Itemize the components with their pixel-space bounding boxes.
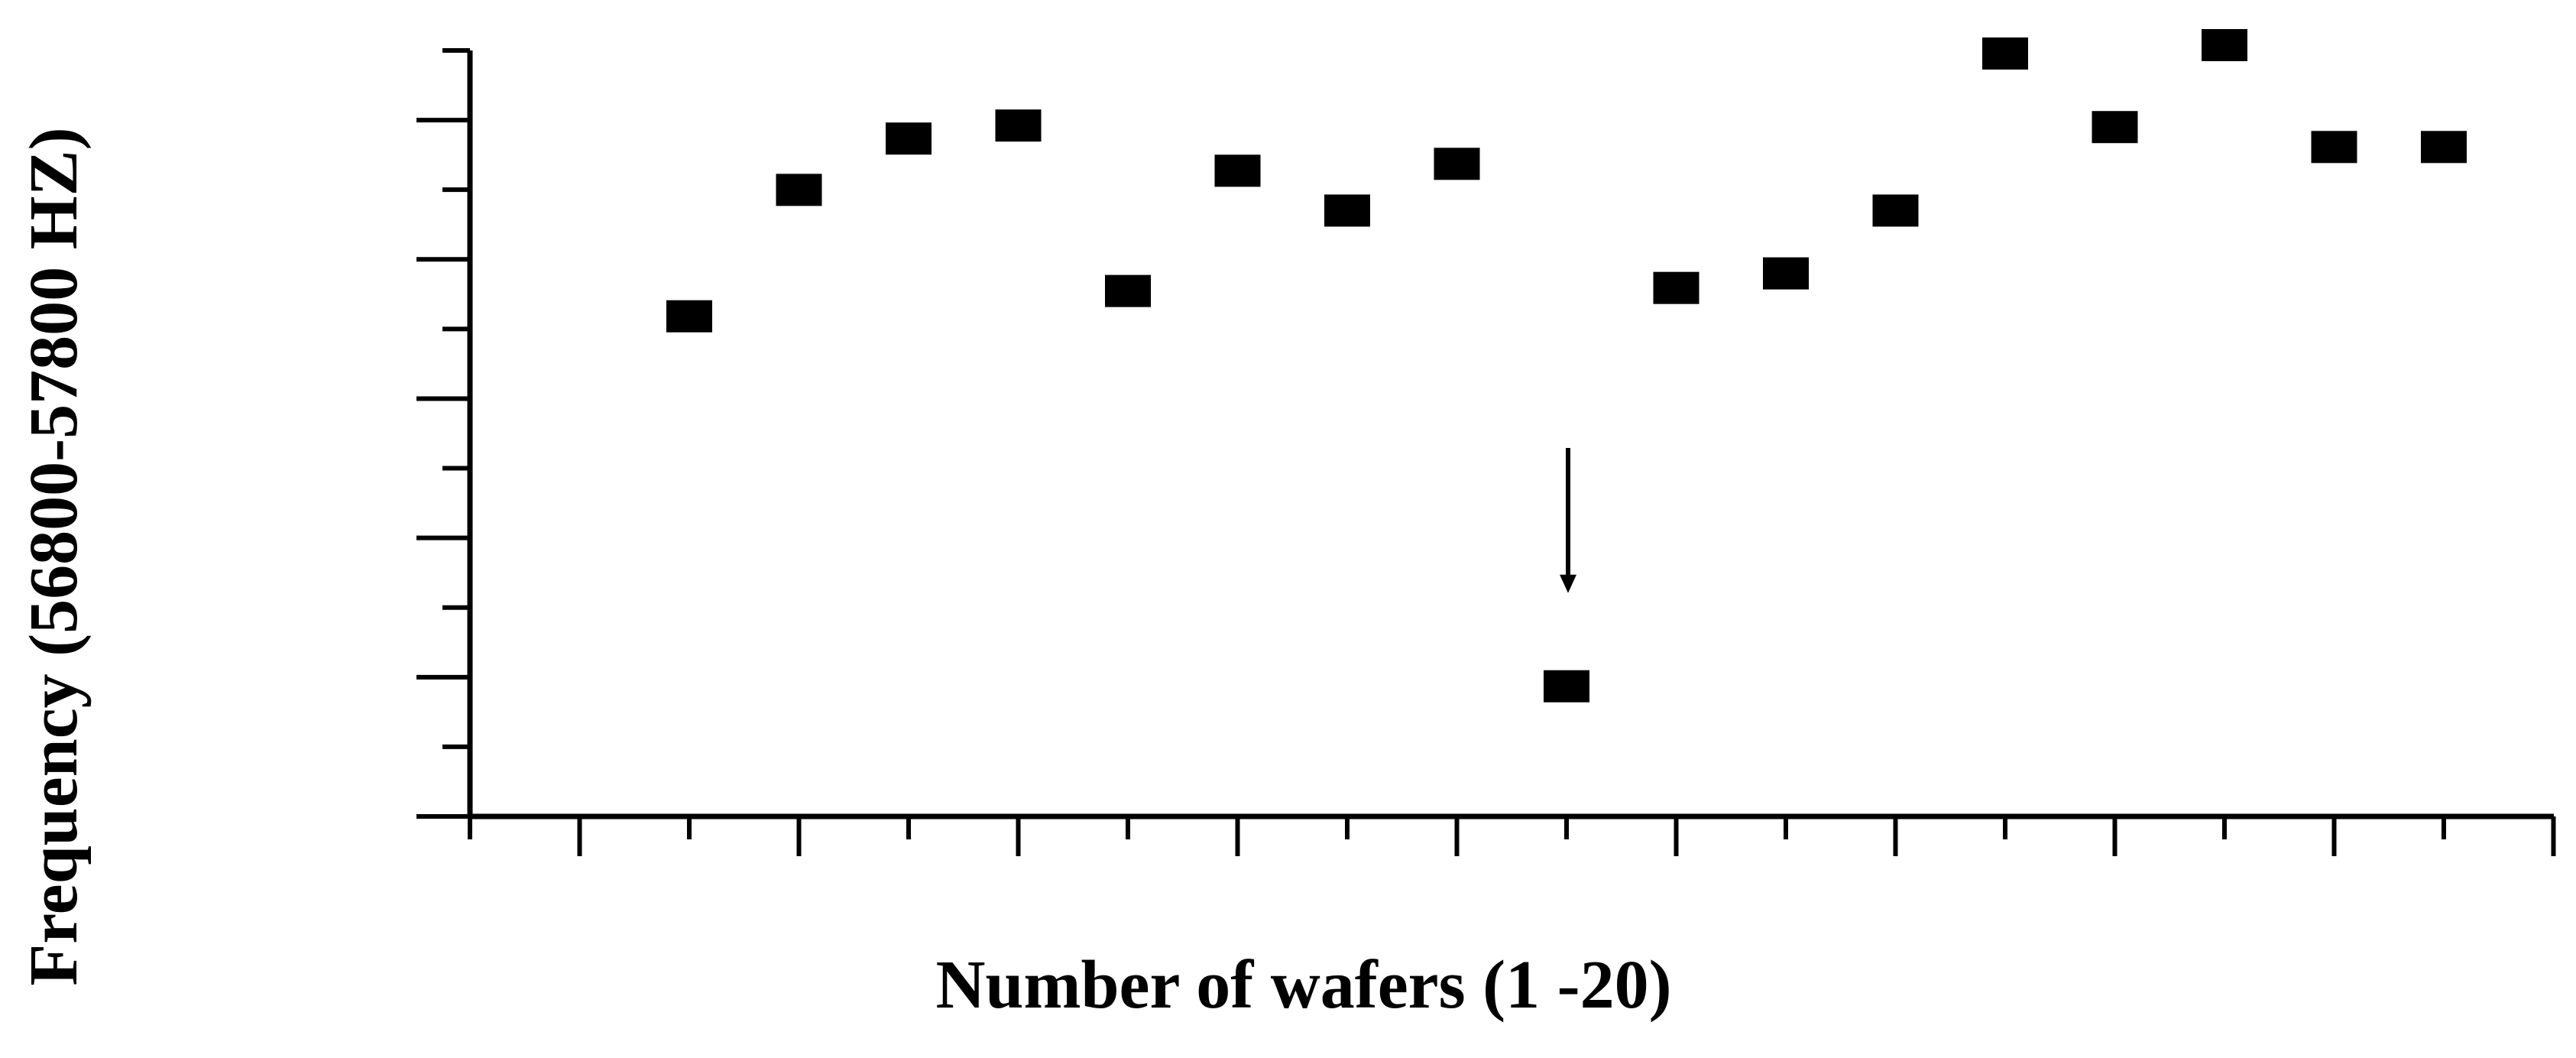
x-axis-title: Number of wafers (1 -20): [935, 947, 1671, 1023]
data-point: [995, 109, 1042, 142]
data-point: [666, 300, 712, 333]
axes: [467, 50, 2554, 819]
data-point: [1763, 257, 1809, 290]
data-point: [2202, 29, 2247, 62]
data-point: [2421, 131, 2467, 164]
data-point: [1105, 274, 1151, 307]
data-point: [1653, 271, 1700, 304]
data-point: [1544, 670, 1589, 703]
data-point: [2311, 131, 2357, 164]
y-axis-title: Frequency (56800-57800 HZ): [16, 127, 92, 985]
data-point: [1324, 194, 1370, 227]
data-point: [776, 174, 822, 206]
data-points: [666, 29, 2467, 703]
data-point: [1434, 148, 1480, 180]
data-point: [1214, 154, 1261, 187]
data-point: [2092, 111, 2138, 144]
annotations: [1560, 448, 1576, 593]
data-point: [1872, 194, 1919, 227]
data-point: [886, 122, 932, 155]
axis-ticks: [416, 48, 2556, 856]
annotation-arrow-head: [1560, 574, 1576, 593]
data-point: [1982, 37, 2028, 70]
